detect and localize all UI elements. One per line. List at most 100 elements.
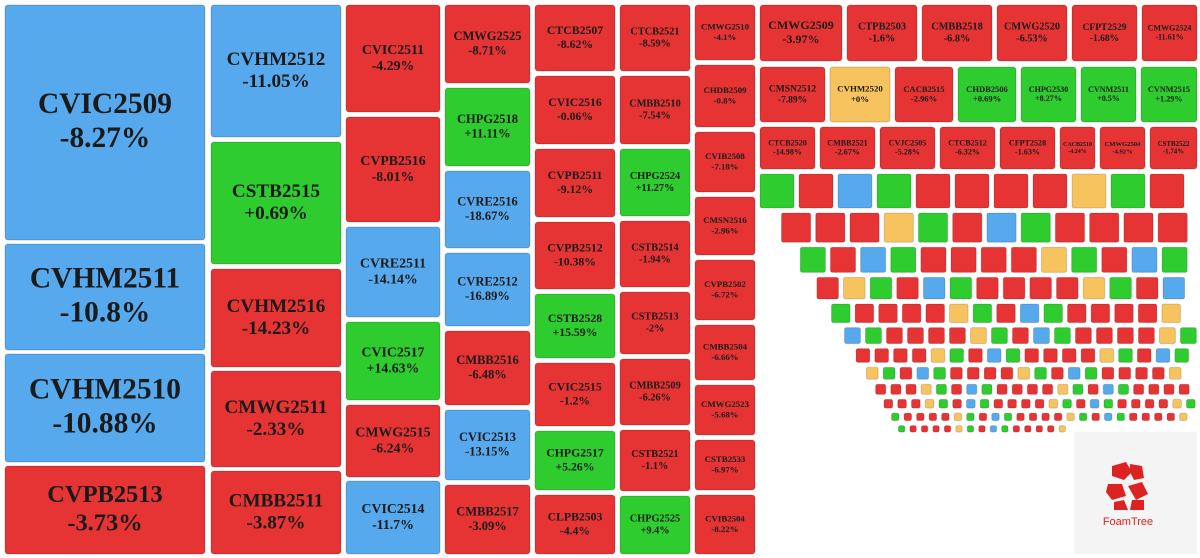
- tile-value-label: +8.27%: [1035, 94, 1062, 103]
- small-tile: [972, 303, 993, 324]
- tile-value-label: -0.06%: [557, 110, 593, 123]
- tile: [619, 358, 691, 426]
- small-tile: [903, 412, 913, 422]
- small-tile: [1136, 348, 1152, 363]
- small-tile: [986, 348, 1002, 363]
- small-tile: [882, 366, 896, 380]
- tile: [619, 4, 691, 72]
- small-tile: [1043, 303, 1063, 324]
- tile-name: CVIC2511: [362, 42, 424, 57]
- tile: [694, 494, 756, 555]
- small-tile: [1128, 412, 1138, 422]
- tile: [759, 66, 826, 123]
- tile: [694, 4, 756, 61]
- small-tile: [1123, 212, 1154, 243]
- tile: [1059, 126, 1096, 170]
- small-tile: [864, 327, 882, 345]
- tile-name: CACB2515: [903, 84, 944, 94]
- tile-value-label: +0%: [851, 94, 869, 104]
- small-tile: [920, 383, 932, 395]
- tile-value-label: -4.29%: [372, 58, 415, 73]
- small-tile: [831, 303, 851, 324]
- tile-value-label: -4.1%: [714, 32, 737, 42]
- tile-value-label: -8.27%: [60, 122, 151, 154]
- tile-name: CLPB2503: [548, 511, 603, 524]
- small-tile: [1028, 412, 1038, 422]
- small-tile: [798, 173, 834, 209]
- small-tile: [1185, 398, 1196, 409]
- small-tile: [1109, 276, 1132, 300]
- tile-name: CVJC2505: [889, 138, 927, 147]
- small-tile: [1048, 398, 1059, 409]
- small-tile: [1020, 398, 1031, 409]
- small-tile: [1110, 173, 1146, 209]
- tile-value-label: -8.59%: [639, 39, 671, 50]
- small-tile: [1050, 366, 1064, 380]
- tile-name: CSTB2533: [705, 454, 746, 464]
- small-tile: [854, 303, 875, 324]
- tile-name: CVHM2510: [29, 374, 181, 406]
- tile-name: CTCB2520: [768, 138, 807, 147]
- small-tile: [1032, 173, 1068, 209]
- small-tile: [980, 246, 1007, 273]
- tile-name: CMWG2525: [453, 29, 521, 43]
- tile: [694, 196, 756, 256]
- tile-name: CVPB2511: [548, 169, 603, 182]
- tile-name: CMWG2524: [1148, 23, 1192, 32]
- small-tile: [1158, 398, 1169, 409]
- tile-value-label: -8.62%: [557, 38, 593, 51]
- tile-value-label: -8.01%: [372, 169, 415, 184]
- tile-value-label: -2.96%: [911, 94, 937, 104]
- small-tile: [890, 383, 902, 395]
- tile-name: CVIB2504: [705, 514, 745, 524]
- tile-name: CHPG2524: [630, 171, 680, 182]
- tile: [4, 4, 206, 241]
- small-tile: [1011, 383, 1023, 395]
- tile-value-label: -1.74%: [1163, 149, 1184, 156]
- tile: [534, 4, 616, 72]
- tile: [694, 439, 756, 491]
- small-tile: [953, 412, 963, 422]
- small-tile: [860, 246, 887, 273]
- small-tile: [1101, 246, 1128, 273]
- small-tile: [855, 348, 871, 363]
- small-tile: [901, 303, 922, 324]
- tile-name: CMWG2509: [768, 18, 834, 32]
- small-tile: [1144, 398, 1155, 409]
- tile: [534, 362, 616, 427]
- small-tile: [952, 398, 962, 409]
- tile-value-label: -10.88%: [52, 407, 157, 439]
- small-tile: [1091, 412, 1100, 422]
- small-tile: [1102, 383, 1114, 395]
- tile: [1141, 4, 1198, 62]
- small-tile: [941, 412, 950, 422]
- tile-name: CVIC2514: [362, 501, 425, 516]
- tile: [534, 221, 616, 290]
- tile: [619, 429, 691, 492]
- small-tile: [1002, 276, 1026, 300]
- tile-name: CVHM2512: [227, 49, 326, 70]
- tile-value-label: -7.18%: [711, 161, 738, 171]
- tile: [444, 409, 531, 481]
- tile: [996, 4, 1068, 62]
- small-tile: [993, 173, 1029, 209]
- small-tile: [1055, 276, 1079, 300]
- small-tile: [1075, 398, 1086, 409]
- tile-name: CFPT2528: [1009, 138, 1046, 147]
- tile-value-label: -14.23%: [242, 318, 310, 339]
- small-tile: [978, 412, 988, 422]
- tile: [819, 126, 876, 170]
- small-tile: [1161, 303, 1181, 324]
- small-tile: [976, 276, 999, 300]
- small-tile: [1135, 366, 1148, 380]
- small-tile: [966, 383, 978, 395]
- small-tile: [1148, 383, 1160, 395]
- tile-value-label: +11.11%: [464, 126, 510, 140]
- tile-value-label: -6.72%: [711, 289, 738, 299]
- small-tile: [897, 398, 907, 409]
- small-tile: [1003, 412, 1013, 422]
- tile-name: CMBB2511: [229, 490, 324, 511]
- tile-value-label: -6.97%: [711, 464, 738, 474]
- small-tile: [986, 212, 1017, 243]
